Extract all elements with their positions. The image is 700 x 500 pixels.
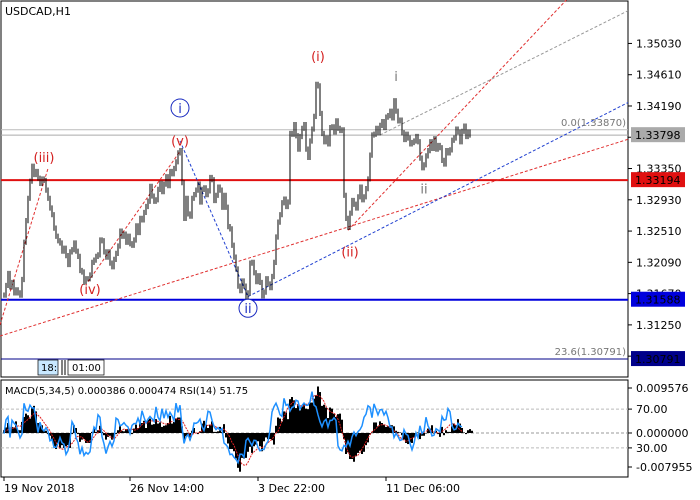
fibonacci-labels: 0.0(1.33870) 23.6(1.30791): [555, 118, 627, 358]
time-box-right[interactable]: [67, 359, 105, 376]
time-box-left[interactable]: [37, 359, 59, 376]
price-tag-3: [631, 351, 685, 367]
wave-circle-3: [170, 98, 190, 118]
time-box-right-label: 01:00: [72, 363, 101, 374]
price-tick-label: 1.35030: [636, 37, 682, 50]
wave-label-8: ii: [420, 182, 427, 197]
price-tag-0: [631, 127, 685, 143]
trend-lines: [0, 0, 629, 337]
wave-label-7: i: [394, 70, 398, 85]
indicator-axis: 0.009576 70.00 0.000000 30.00 -0.007955: [628, 382, 692, 474]
wave-label-4: ii: [244, 302, 251, 317]
wave-label-6: (ii): [341, 246, 358, 261]
price-tick-label: 1.32930: [636, 194, 682, 207]
time-navigator[interactable]: 18: 01:00: [37, 359, 105, 376]
indicator-series: [1, 386, 628, 472]
price-tick-label: 1.31250: [636, 319, 682, 332]
price-tick-label: 1.32090: [636, 256, 682, 269]
indicator-header: MACD(5,34,5) 0.000386 0.000474 RSI(14) 5…: [5, 386, 248, 397]
price-tag-label-1: 1.33194: [635, 174, 681, 187]
price-panel-frame: [0, 0, 629, 378]
trend-blue-base: [247, 102, 629, 298]
time-tick-label: 26 Nov 14:00: [130, 482, 204, 495]
fib-label-1: 23.6(1.30791): [555, 347, 627, 358]
price-tag-label-3: 1.30791: [635, 353, 681, 366]
time-axis: 19 Nov 2018 26 Nov 14:00 3 Dec 22:00 11 Dec…: [3, 477, 460, 495]
price-tag-label-0: 1.33798: [635, 129, 681, 142]
trend-red-ii: [347, 0, 568, 231]
price-tag-2: [631, 291, 685, 307]
price-tag-1: [631, 172, 685, 188]
fib-label-0: 0.0(1.33870): [561, 118, 626, 129]
wave-label-0: (iii): [34, 151, 55, 166]
wave-labels: (iii)(iv)(v)iii(i)(ii)iii: [34, 50, 428, 318]
trend-red-long: [0, 138, 629, 337]
time-tick-label: 3 Dec 22:00: [258, 482, 325, 495]
price-tick-label: 1.32510: [636, 225, 682, 238]
price-tags: 1.33798 1.33194 1.31588 1.30791: [631, 127, 685, 367]
trend-blue-i-ii: [179, 140, 249, 297]
wave-label-2: (v): [171, 135, 189, 150]
macd-signal-line: [3, 394, 463, 466]
time-box-left-label: 18:: [41, 363, 57, 374]
wave-circle-4: [238, 298, 258, 318]
indicator-tick-label: 70.00: [636, 403, 668, 416]
price-axis: 1.350301.346101.341901.337701.333501.329…: [628, 37, 682, 363]
time-tick-label: 19 Nov 2018: [4, 482, 74, 495]
indicator-tick-label: -0.007955: [636, 461, 692, 474]
price-bars: [3, 81, 471, 300]
chart-title: USDCAD,H1: [5, 5, 71, 18]
indicator-panel-frame: [0, 379, 629, 478]
trend-gray: [379, 10, 629, 136]
trend-red-wave-iv-v: [87, 151, 181, 282]
wave-label-5: (i): [311, 50, 325, 65]
price-tick-label: 1.34610: [636, 69, 682, 82]
indicator-tick-label: 0.000000: [636, 427, 689, 440]
price-tick-label: 1.34190: [636, 100, 682, 113]
price-tag-label-2: 1.31588: [635, 294, 681, 307]
rsi-line: [3, 391, 463, 465]
indicator-tick-label: 30.00: [636, 442, 668, 455]
indicator-tick-label: 0.009576: [636, 382, 689, 395]
wave-label-3: i: [178, 102, 182, 117]
wave-label-1: (iv): [79, 283, 100, 298]
horizontal-levels: [1, 129, 628, 360]
time-tick-label: 11 Dec 06:00: [386, 482, 460, 495]
